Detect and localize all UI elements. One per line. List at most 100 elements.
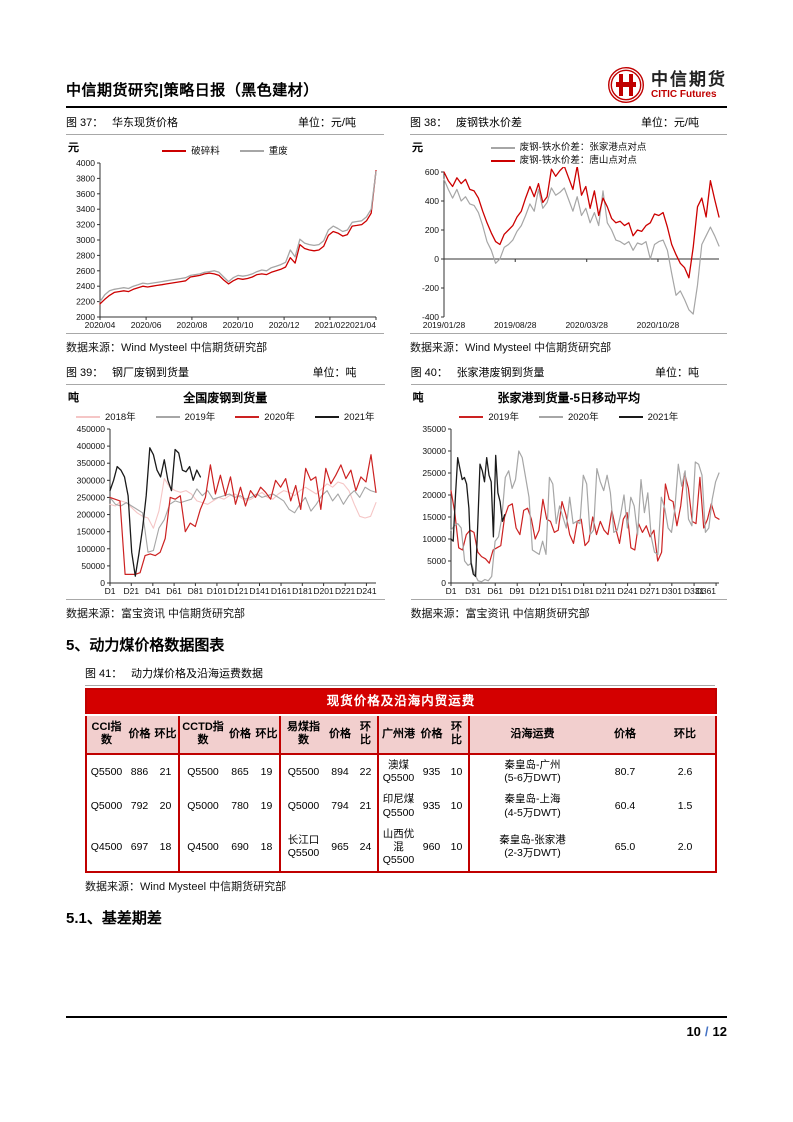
svg-text:D211: D211 xyxy=(595,586,615,596)
svg-text:-200: -200 xyxy=(422,283,439,293)
svg-text:D161: D161 xyxy=(271,586,292,596)
svg-text:4000: 4000 xyxy=(76,158,95,168)
figure-unit: 单位：吨 xyxy=(312,367,357,379)
legend-line-swatch xyxy=(239,150,264,152)
svg-text:0: 0 xyxy=(441,578,446,588)
svg-text:2020/10/28: 2020/10/28 xyxy=(637,320,680,330)
legend-item: 破碎料 xyxy=(162,145,220,158)
svg-text:D21: D21 xyxy=(123,586,139,596)
svg-text:2020/10: 2020/10 xyxy=(223,320,254,330)
table-cell: 10 xyxy=(450,840,463,853)
svg-text:D41: D41 xyxy=(145,586,161,596)
svg-text:-400: -400 xyxy=(422,312,439,322)
table-cell: 960 xyxy=(422,840,441,853)
section-5-heading: 5、动力煤价格数据图表 xyxy=(66,637,225,654)
table-cell: 794 xyxy=(331,799,349,812)
table-cell: 长江口 Q5500 xyxy=(279,823,326,872)
table-cell: 山西优混 Q5500 xyxy=(377,823,418,872)
coal-table: 现货价格及沿海内贸运费 CCI指数 价格 环比 CCTD指数 价格 环比 易煤指数 价格 环比 广州… xyxy=(85,688,718,873)
y-axis-unit: 元 xyxy=(412,142,423,154)
figure-label: 图 37： xyxy=(66,117,104,129)
chart-legend: 废钢-铁水价差：张家港点对点 废钢-铁水价差：唐山点对点 xyxy=(490,141,646,167)
table-cell: Q4500 xyxy=(90,840,123,853)
logo-cn: 中信期货 xyxy=(651,69,727,89)
figure-37: 图 37： 华东现货价格 单位：元/吨 破碎料 重废 元 2000 2200 2400 26… xyxy=(66,108,384,358)
svg-text:150000: 150000 xyxy=(77,526,106,536)
legend-line-swatch xyxy=(490,159,515,162)
svg-text:2020/03/28: 2020/03/28 xyxy=(565,320,608,330)
svg-text:300000: 300000 xyxy=(77,475,106,485)
svg-text:3400: 3400 xyxy=(76,204,95,214)
svg-text:3200: 3200 xyxy=(76,219,95,229)
figure-label: 图 41： xyxy=(85,668,123,680)
table-cell: 秦皇岛-广州 (5-6万DWT) xyxy=(468,754,595,790)
legend-line-swatch xyxy=(314,416,339,418)
legend-item: 2018年 xyxy=(76,411,136,424)
svg-text:400000: 400000 xyxy=(77,441,106,451)
table-cell: 697 xyxy=(130,840,149,853)
svg-text:600: 600 xyxy=(425,167,439,177)
legend-line-swatch xyxy=(162,150,187,152)
column-header: 环比 xyxy=(254,714,280,756)
legend-line-swatch xyxy=(490,146,515,149)
table-cell: 935 xyxy=(422,765,441,778)
figure-title: 废钢铁水价差 xyxy=(456,117,522,129)
data-source: 数据来源：Wind Mysteel 中信期货研究部 xyxy=(410,333,727,358)
legend-item: 重废 xyxy=(239,145,288,158)
column-header: 价格 xyxy=(226,714,254,756)
svg-text:3600: 3600 xyxy=(76,188,95,198)
svg-text:15000: 15000 xyxy=(422,512,446,522)
svg-text:20000: 20000 xyxy=(422,490,446,500)
svg-text:2800: 2800 xyxy=(76,250,95,260)
svg-text:2200: 2200 xyxy=(76,296,95,306)
table-cell: 24 xyxy=(359,840,372,853)
table-cell: 894 xyxy=(331,765,349,778)
table-cell: 18 xyxy=(159,840,172,853)
y-axis-unit: 元 xyxy=(68,142,79,154)
svg-text:D201: D201 xyxy=(313,586,334,596)
legend-item: 废钢-铁水价差：张家港点对点 xyxy=(490,141,646,154)
table-cell: 2.0 xyxy=(677,840,693,853)
table-cell: 21 xyxy=(159,765,172,778)
column-header: 价格 xyxy=(595,714,655,756)
figure-40: 图 40： 张家港废钢到货量 单位：吨 张家港到货量-5日移动平均 2019年 20… xyxy=(410,358,727,624)
column-header: 易煤指数 xyxy=(279,714,326,756)
legend-item: 2021年 xyxy=(618,411,678,424)
svg-text:25000: 25000 xyxy=(422,468,446,478)
chart-national-scrap-arrivals: 全国废钢到货量 2018年 2019年 2020年 2021年 吨 0 50000 100000… xyxy=(66,385,385,599)
svg-text:2020/04: 2020/04 xyxy=(85,320,116,330)
table-cell: 780 xyxy=(231,799,249,812)
table-cell: 865 xyxy=(231,765,249,778)
data-source: 数据来源：富宝资讯 中信期货研究部 xyxy=(66,599,385,624)
svg-text:5000: 5000 xyxy=(427,556,446,566)
table-cell: 792 xyxy=(130,799,149,812)
svg-text:D331: D331 xyxy=(683,586,704,596)
report-page: 中信期货研究|策略日报（黑色建材） 中信期货 CITIC Futures 图 3 xyxy=(66,0,727,1122)
table-cell: Q5000 xyxy=(178,789,226,824)
svg-text:D1: D1 xyxy=(105,586,116,596)
section-5-1-heading: 5.1、基差期差 xyxy=(66,910,162,927)
figure-unit: 单位：吨 xyxy=(655,367,699,379)
table-cell: Q5500 xyxy=(178,754,226,790)
chart-legend: 破碎料 重废 xyxy=(66,141,384,158)
figure-41: 图 41： 动力煤价格及沿海运费数据 现货价格及沿海内贸运费 CCI指数 价格 环比 C… xyxy=(85,659,718,897)
svg-text:400: 400 xyxy=(425,196,439,206)
table-cell: 10 xyxy=(450,799,463,812)
figure-label: 图 40： xyxy=(410,367,448,379)
chart-title: 全国废钢到货量 xyxy=(183,391,268,405)
data-source: 数据来源：富宝资讯 中信期货研究部 xyxy=(410,599,727,624)
table-cell: 65.0 xyxy=(614,840,636,853)
table-cell: 印尼煤 Q5500 xyxy=(377,789,418,824)
svg-text:100000: 100000 xyxy=(77,543,106,553)
svg-text:2019/08/28: 2019/08/28 xyxy=(494,320,537,330)
table-row: Q5000 792 20 Q5000 780 19 Q5000 794 21 印尼煤 Q5500 9… xyxy=(86,789,716,824)
table-cell: Q5500 xyxy=(279,754,326,790)
svg-text:D141: D141 xyxy=(249,586,270,596)
legend-item: 2021年 xyxy=(314,411,375,424)
column-header: 价格 xyxy=(326,714,354,756)
figure-unit: 单位：元/吨 xyxy=(297,117,356,129)
legend-line-swatch xyxy=(459,416,484,418)
column-header: 价格 xyxy=(126,714,153,756)
table-cell: Q4500 xyxy=(178,823,226,872)
table-cell: Q5000 xyxy=(90,799,123,812)
